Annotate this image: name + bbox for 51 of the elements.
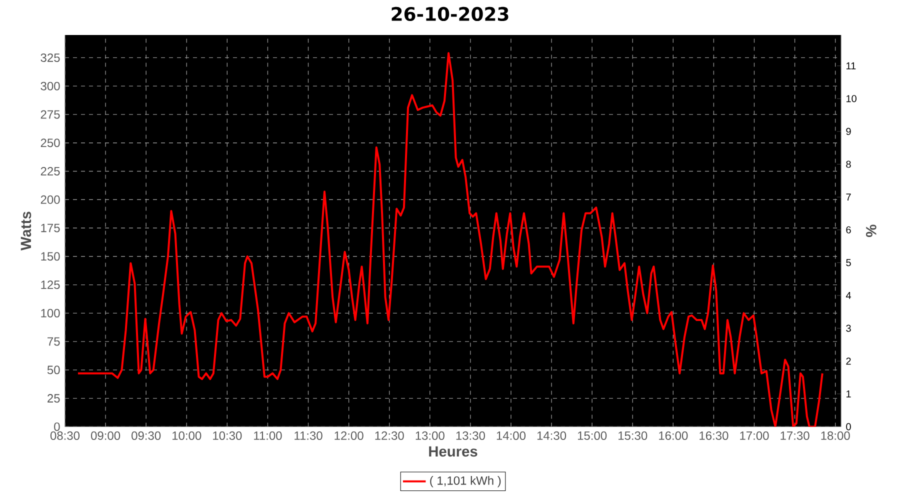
x-tick-label: 12:30 <box>375 431 404 440</box>
x-tick-label: 10:00 <box>172 431 202 440</box>
x-tick-label: 09:00 <box>90 431 120 440</box>
y-tick-label: 75 <box>48 337 60 346</box>
y2-tick-label: 8 <box>846 160 851 168</box>
chart-title: 26-10-2023 <box>392 6 508 22</box>
y-tick-label: 125 <box>41 280 60 290</box>
x-tick-label: 17:30 <box>780 431 810 440</box>
y-tick-label: 150 <box>41 252 60 261</box>
y-tick-label: 50 <box>47 366 60 374</box>
x-tick-label: 14:00 <box>496 431 526 440</box>
x-tick-label: 12:00 <box>334 431 364 440</box>
x-tick-label: 08:30 <box>50 431 80 440</box>
y-tick-label: 25 <box>48 394 60 403</box>
y-tick-label: 225 <box>40 166 60 176</box>
x-tick-label: 15:30 <box>618 431 648 440</box>
x-tick-label: 13:30 <box>456 431 485 440</box>
y2-tick-label: 5 <box>846 259 851 266</box>
x-tick-label: 10:30 <box>213 431 242 440</box>
y2-tick-label: 0 <box>846 423 851 430</box>
y2-tick-label: 7 <box>846 194 851 200</box>
x-tick-label: 16:30 <box>700 431 728 440</box>
y-tick-label: 100 <box>41 308 60 318</box>
legend-label: ( 1,101 kWh ) <box>430 476 501 488</box>
x-tick-label: 15:00 <box>578 431 607 440</box>
y2-tick-label: 10 <box>846 95 856 102</box>
y-tick-label: 0 <box>54 422 60 431</box>
y-tick-label: 200 <box>40 195 60 204</box>
y2-tick-label: 4 <box>846 292 852 299</box>
x-tick-label: 09:30 <box>132 431 161 440</box>
y2-tick-label: 3 <box>846 324 851 332</box>
y-tick-label: 275 <box>40 110 60 119</box>
x-tick-label: 11:30 <box>294 431 322 440</box>
y2-tick-label: 11 <box>846 62 856 70</box>
y-tick-label: 325 <box>40 53 60 62</box>
y-axis-title: Watts <box>20 212 32 251</box>
y-tick-label: 300 <box>40 82 60 90</box>
y2-tick-label: 9 <box>846 128 851 135</box>
y2-tick-label: 1 <box>846 390 851 398</box>
x-tick-label: 16:00 <box>659 431 688 440</box>
x-tick-label: 14:30 <box>537 431 566 440</box>
y-tick-label: 175 <box>41 224 60 232</box>
y2-tick-label: 2 <box>846 358 851 365</box>
x-axis-title: Heures <box>429 446 478 457</box>
x-tick-label: 13:00 <box>416 431 444 440</box>
y2-tick-label: 6 <box>846 226 851 234</box>
x-tick-label: 18:00 <box>821 431 850 440</box>
y2-axis-title: % <box>866 224 876 238</box>
y-tick-label: 250 <box>40 138 60 148</box>
x-tick-label: 11:00 <box>254 431 282 440</box>
x-tick-label: 17:00 <box>740 431 769 440</box>
